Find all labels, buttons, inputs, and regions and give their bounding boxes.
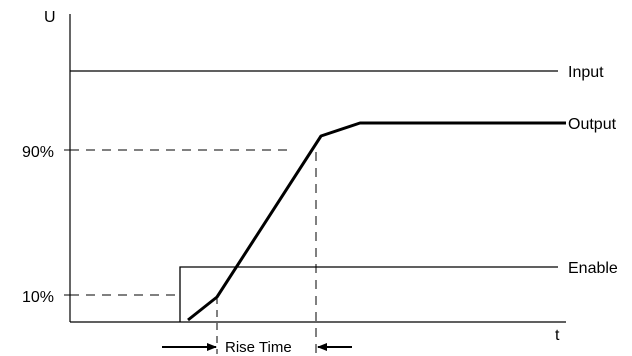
enable-label: Enable xyxy=(568,260,618,277)
tick-label-90: 90% xyxy=(22,144,54,161)
tick-label-10: 10% xyxy=(22,289,54,306)
x-axis-label: t xyxy=(555,327,560,344)
enable-line xyxy=(179,266,558,322)
input-label: Input xyxy=(568,64,604,81)
rise-time-label: Rise Time xyxy=(225,339,292,356)
output-label: Output xyxy=(568,116,617,133)
y-axis-label: U xyxy=(44,9,56,26)
output-curve xyxy=(187,121,566,322)
